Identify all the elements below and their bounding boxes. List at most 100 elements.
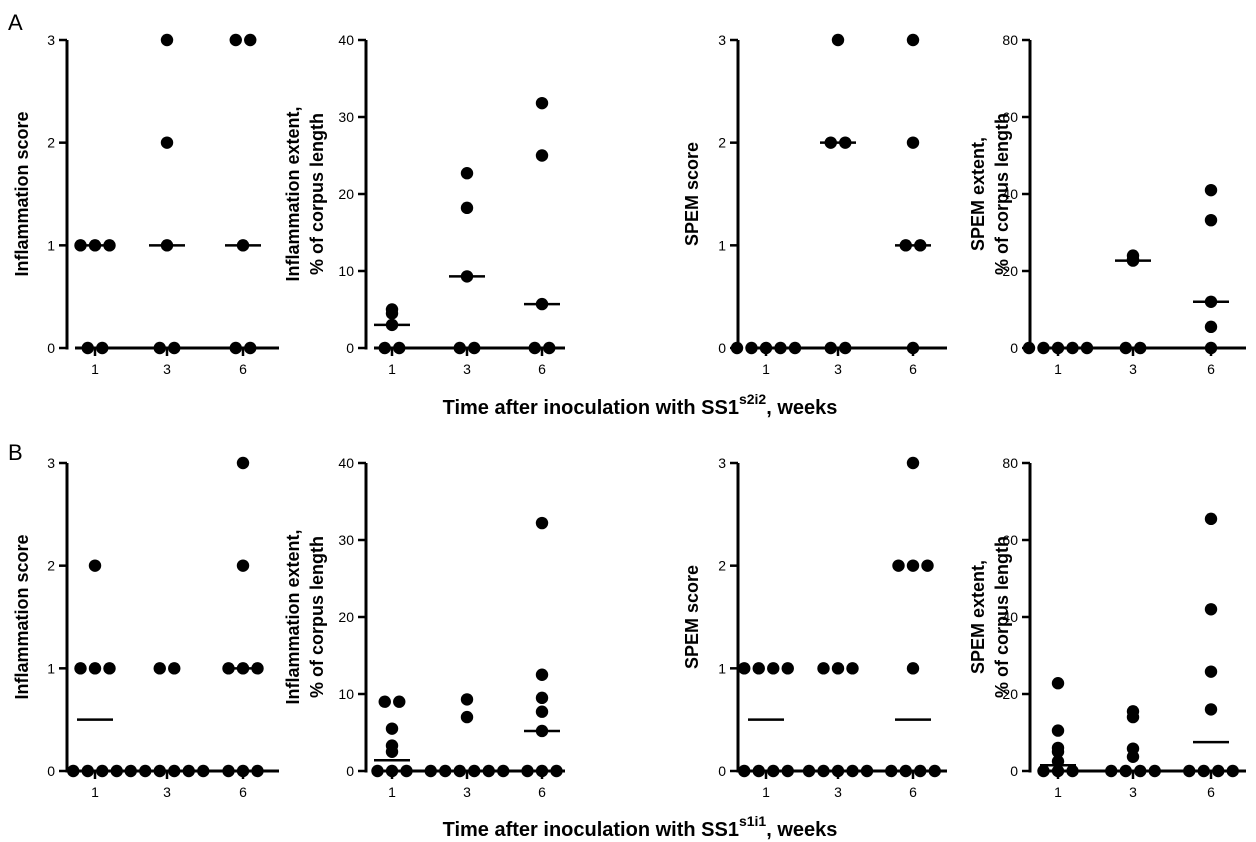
- x-tick-label: 3: [463, 361, 471, 377]
- y-axis-label: Inflammation score: [12, 534, 32, 699]
- data-point: [788, 341, 802, 355]
- data-point: [535, 705, 549, 718]
- x-tick-label: 1: [91, 784, 99, 800]
- data-point: [229, 341, 242, 355]
- x-axis-title-b-superscript: s1i1: [739, 813, 766, 829]
- data-point: [535, 516, 549, 530]
- data-point: [1204, 341, 1218, 355]
- subplot-a-3: 0 1 2 3 1 3 6 SPEM score: [682, 32, 947, 377]
- data-point: [385, 307, 399, 320]
- y-axis-label: % of corpus length: [992, 113, 1012, 275]
- x-tick-label: 1: [1054, 784, 1062, 800]
- y-tick-label: 20: [338, 186, 354, 202]
- data-point: [153, 341, 166, 355]
- data-point: [110, 764, 123, 778]
- y-tick-label: 0: [346, 340, 354, 356]
- data-point: [831, 662, 845, 675]
- data-point: [88, 662, 102, 675]
- y-tick-label: 1: [47, 660, 55, 676]
- data-point: [96, 764, 109, 778]
- y-tick-label: 10: [338, 686, 354, 702]
- data-point: [752, 662, 765, 675]
- y-tick-label: 20: [338, 609, 354, 625]
- data-point: [535, 764, 549, 778]
- y-tick-label: 20: [1002, 686, 1018, 702]
- data-point: [1080, 341, 1094, 355]
- x-axis-title-b-main: Time after inoculation with SS1: [443, 819, 739, 841]
- data-point: [1204, 183, 1218, 197]
- data-point: [424, 764, 437, 778]
- data-point: [767, 662, 780, 675]
- data-point: [1051, 677, 1065, 690]
- y-tick-label: 60: [1002, 532, 1018, 548]
- y-axis-label: SPEM score: [682, 565, 702, 669]
- x-tick-label: 6: [1207, 784, 1215, 800]
- y-tick-label: 2: [718, 558, 726, 574]
- x-tick-label: 1: [388, 361, 396, 377]
- data-point: [460, 167, 474, 180]
- x-tick-label: 6: [1207, 361, 1215, 377]
- x-axis-title-b: Time after inoculation with SS1s1i1, wee…: [443, 813, 838, 841]
- data-point: [906, 33, 920, 47]
- subplot-a-1: 0 1 2 3 1 3 6 Inflammation score: [12, 32, 279, 377]
- data-point: [535, 96, 549, 110]
- y-tick-label: 30: [338, 532, 354, 548]
- y-axis-label: % of corpus length: [307, 536, 327, 698]
- data-point: [802, 764, 816, 778]
- data-point: [550, 764, 563, 778]
- data-point: [535, 668, 549, 681]
- data-point: [1051, 764, 1065, 778]
- y-tick-label: 1: [47, 237, 55, 253]
- data-point: [543, 341, 556, 355]
- data-point: [1212, 764, 1225, 778]
- data-point: [153, 662, 166, 675]
- subplot-b-2: 0 10 20 30 40 1 3 6 Inflammation extent,% of cor…: [283, 455, 565, 800]
- y-axis-label: Inflammation score: [12, 111, 32, 276]
- x-tick-label: 6: [909, 361, 917, 377]
- data-point: [1051, 724, 1065, 737]
- x-tick-label: 3: [463, 784, 471, 800]
- data-point: [439, 764, 452, 778]
- data-point: [906, 341, 920, 355]
- y-tick-label: 1: [718, 660, 726, 676]
- data-point: [96, 341, 109, 355]
- x-tick-label: 1: [762, 784, 770, 800]
- y-tick-label: 80: [1002, 455, 1018, 471]
- data-point: [1204, 213, 1218, 227]
- data-point: [81, 341, 94, 355]
- y-axis-label: SPEM extent,: [968, 137, 988, 251]
- x-tick-label: 1: [762, 361, 770, 377]
- data-point: [1051, 741, 1065, 755]
- data-point: [229, 33, 242, 47]
- y-tick-label: 3: [47, 455, 55, 471]
- subplot-b-1: 0 1 2 3 1 3 6 Inflammation score: [12, 455, 279, 800]
- x-tick-label: 6: [538, 784, 546, 800]
- x-tick-label: 6: [909, 784, 917, 800]
- data-point: [781, 764, 794, 778]
- x-axis-title-b-tail: , weeks: [766, 819, 837, 841]
- data-point: [393, 341, 406, 355]
- x-tick-label: 6: [538, 361, 546, 377]
- data-point: [1204, 703, 1218, 716]
- data-point: [1204, 665, 1218, 678]
- y-axis-label: SPEM extent,: [968, 560, 988, 674]
- data-point: [738, 764, 751, 778]
- data-point: [81, 764, 94, 778]
- data-point: [535, 691, 549, 705]
- x-tick-label: 3: [1129, 784, 1137, 800]
- data-point: [1204, 512, 1218, 526]
- y-tick-label: 2: [47, 135, 55, 151]
- data-point: [1126, 705, 1140, 718]
- data-point: [846, 662, 859, 675]
- x-tick-label: 1: [1054, 361, 1062, 377]
- y-tick-label: 0: [1010, 763, 1018, 779]
- x-tick-label: 6: [239, 361, 247, 377]
- data-point: [831, 33, 845, 47]
- x-axis-title-a-superscript: s2i2: [739, 391, 766, 407]
- data-point: [738, 662, 751, 675]
- data-point: [460, 693, 474, 706]
- y-axis-label: % of corpus length: [992, 536, 1012, 698]
- data-point: [914, 764, 927, 778]
- data-point: [393, 695, 406, 708]
